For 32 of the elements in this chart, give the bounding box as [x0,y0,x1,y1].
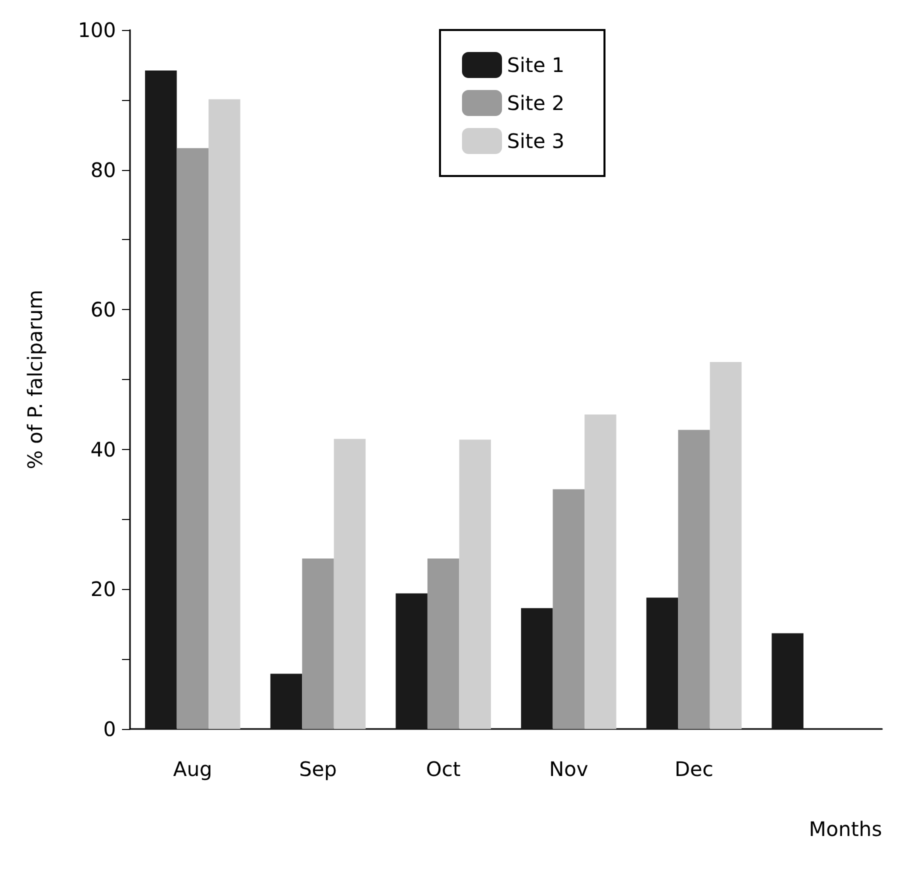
bar [145,70,177,729]
x-tick-label: Nov [549,757,588,781]
y-axis-title: % of P. falciparum [23,290,47,470]
bar [459,440,491,729]
bar [334,438,366,729]
x-axis-title: Months [808,817,882,841]
bar [521,608,553,729]
y-tick-label: 60 [90,298,116,322]
x-tick-label: Aug [173,757,212,781]
bar [552,489,585,729]
legend-label: Site 2 [507,91,564,115]
bar [270,674,302,729]
bar [772,633,804,729]
bar [302,558,334,729]
x-tick-label: Sep [299,757,337,781]
x-tick-label: Dec [674,757,714,781]
bar [678,430,710,729]
legend-label: Site 3 [507,129,564,153]
x-tick-label: Oct [426,757,461,781]
y-tick-label: 0 [103,717,116,741]
bar [427,558,460,729]
bar [176,148,209,729]
y-tick-label: 20 [90,577,116,602]
y-tick-label: 40 [90,437,116,462]
y-tick-label: 80 [90,158,116,182]
legend-label: Site 1 [507,53,564,77]
bar [710,362,742,729]
bar [396,593,428,729]
bar [208,99,240,729]
bar [584,414,616,729]
y-tick-label: 100 [78,18,116,42]
bar [646,598,678,729]
